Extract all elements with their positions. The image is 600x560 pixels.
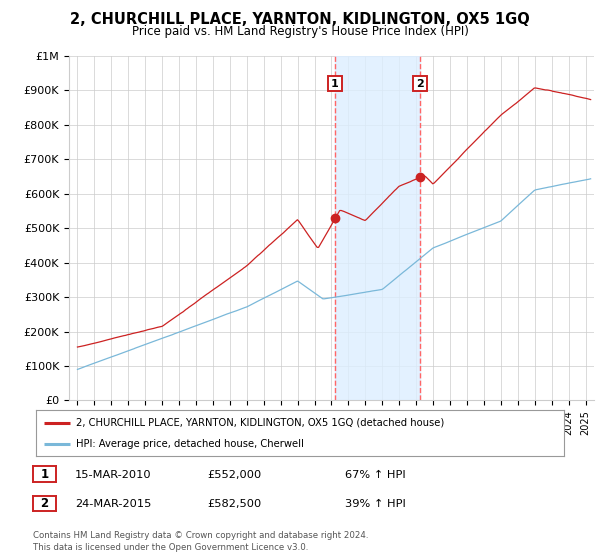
Text: 2, CHURCHILL PLACE, YARNTON, KIDLINGTON, OX5 1GQ (detached house): 2, CHURCHILL PLACE, YARNTON, KIDLINGTON,… [76,418,444,428]
Text: 2, CHURCHILL PLACE, YARNTON, KIDLINGTON, OX5 1GQ: 2, CHURCHILL PLACE, YARNTON, KIDLINGTON,… [70,12,530,27]
Text: HPI: Average price, detached house, Cherwell: HPI: Average price, detached house, Cher… [76,439,304,449]
Text: £552,000: £552,000 [207,470,261,480]
Text: 39% ↑ HPI: 39% ↑ HPI [345,499,406,509]
Text: 1: 1 [331,78,339,88]
Text: 2: 2 [40,497,49,510]
Text: Price paid vs. HM Land Registry's House Price Index (HPI): Price paid vs. HM Land Registry's House … [131,25,469,38]
Text: £582,500: £582,500 [207,499,261,509]
Text: 1: 1 [40,468,49,481]
Text: This data is licensed under the Open Government Licence v3.0.: This data is licensed under the Open Gov… [33,543,308,552]
Text: 67% ↑ HPI: 67% ↑ HPI [345,470,406,480]
Text: 2: 2 [416,78,424,88]
Text: 24-MAR-2015: 24-MAR-2015 [75,499,151,509]
Text: Contains HM Land Registry data © Crown copyright and database right 2024.: Contains HM Land Registry data © Crown c… [33,531,368,540]
Bar [335,56,420,400]
Text: 15-MAR-2010: 15-MAR-2010 [75,470,152,480]
